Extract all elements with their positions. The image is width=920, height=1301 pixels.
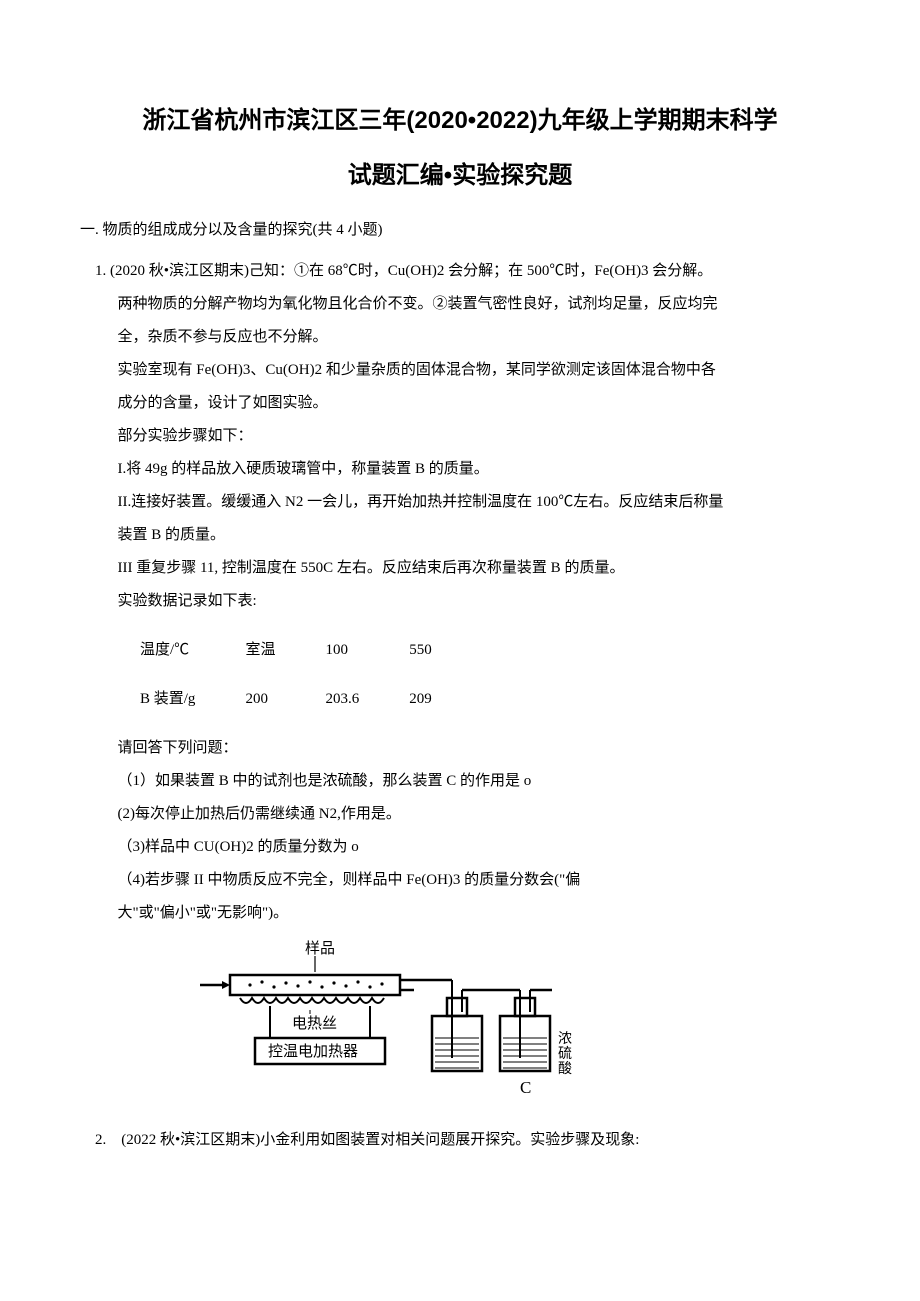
fig-heater-wire-label: 电热丝 <box>292 1015 337 1032</box>
bottle-b-icon <box>422 980 482 1071</box>
q1-data-table: 温度/℃ 室温 100 550 B 装置/g 200 203.6 209 <box>140 626 482 724</box>
q1-after-line: （4)若步骤 II 中物质反应不完全，则样品中 Fe(OH)3 的质量分数会("… <box>80 864 840 897</box>
q1-after-line: （3)样品中 CU(OH)2 的质量分数为 o <box>80 831 840 864</box>
question-2: 2. (2022 秋•滨江区期末)小金利用如图装置对相关问题展开探究。实验步骤及… <box>80 1124 840 1157</box>
table-cell: 温度/℃ <box>140 626 245 675</box>
q1-first-line: 1. (2020 秋•滨江区期末)己知：①在 68℃时，Cu(OH)2 会分解；… <box>80 255 840 288</box>
q1-figure: 样品 电热丝 <box>80 938 840 1108</box>
table-row: 温度/℃ 室温 100 550 <box>140 626 482 675</box>
doc-title-line-2: 试题汇编•实验探究题 <box>80 155 840 190</box>
fig-c-label: C <box>520 1078 531 1097</box>
q1-body-line: 装置 B 的质量。 <box>80 519 840 552</box>
q2-first-line: 2. (2022 秋•滨江区期末)小金利用如图装置对相关问题展开探究。实验步骤及… <box>80 1124 840 1157</box>
question-1: 1. (2020 秋•滨江区期末)己知：①在 68℃时，Cu(OH)2 会分解；… <box>80 255 840 1108</box>
table-cell: 200 <box>245 675 325 724</box>
apparatus-diagram-icon: 样品 电热丝 <box>200 938 600 1108</box>
q1-body-line: III 重复步骤 11, 控制温度在 550C 左右。反应结束后再次称量装置 B… <box>80 552 840 585</box>
q1-body-line: II.连接好装置。缓缓通入 N2 一会儿，再开始加热并控制温度在 100℃左右。… <box>80 486 840 519</box>
table-cell: 209 <box>409 675 482 724</box>
table-cell: 203.6 <box>325 675 409 724</box>
fig-sample-label: 样品 <box>305 940 335 957</box>
doc-title-line-1: 浙江省杭州市滨江区三年(2020•2022)九年级上学期期末科学 <box>80 100 840 135</box>
table-cell: 室温 <box>245 626 325 675</box>
table-cell: 100 <box>325 626 409 675</box>
fig-acid-label: 浓 硫 酸 <box>558 1031 576 1077</box>
q1-after-line: (2)每次停止加热后仍需继续通 N2,作用是。 <box>80 798 840 831</box>
section-heading: 一. 物质的组成成分以及含量的探究(共 4 小题) <box>80 218 840 239</box>
bottle-c-icon <box>500 990 552 1071</box>
q1-body-line: 成分的含量，设计了如图实验。 <box>80 387 840 420</box>
q1-after-line: 大"或"偏小"或"无影响")。 <box>80 897 840 930</box>
q1-body-line: 实验数据记录如下表: <box>80 585 840 618</box>
q1-after-line: （1）如果装置 B 中的试剂也是浓硫酸，那么装置 C 的作用是 o <box>80 765 840 798</box>
q1-body-line: 实验室现有 Fe(OH)3、Cu(OH)2 和少量杂质的固体混合物，某同学欲测定… <box>80 354 840 387</box>
q1-after-line: 请回答下列问题： <box>80 732 840 765</box>
q1-body-line: 两种物质的分解产物均为氧化物且化合价不变。②装置气密性良好，试剂均足量，反应均完 <box>80 288 840 321</box>
q1-body-line: I.将 49g 的样品放入硬质玻璃管中，称量装置 B 的质量。 <box>80 453 840 486</box>
table-row: B 装置/g 200 203.6 209 <box>140 675 482 724</box>
q1-body-line: 部分实验步骤如下： <box>80 420 840 453</box>
fig-heater-box-label: 控温电加热器 <box>268 1043 358 1060</box>
table-cell: B 装置/g <box>140 675 245 724</box>
table-cell: 550 <box>409 626 482 675</box>
q1-body-line: 全，杂质不参与反应也不分解。 <box>80 321 840 354</box>
